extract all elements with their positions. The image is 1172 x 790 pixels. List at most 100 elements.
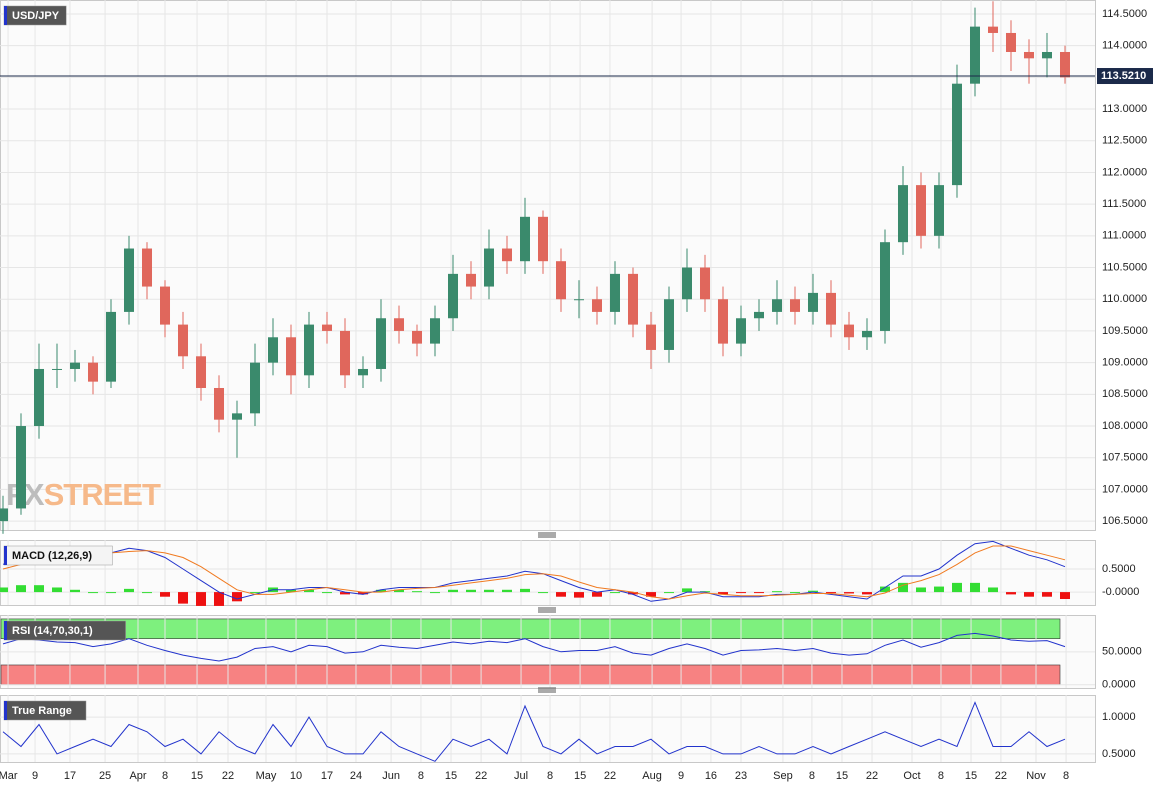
histogram-bar (1023, 592, 1034, 597)
candle-body (609, 273, 620, 312)
histogram-bar (717, 592, 728, 595)
histogram-bar (88, 592, 99, 594)
histogram-bar (214, 592, 225, 606)
histogram-bar (466, 589, 477, 593)
watermark: FXSTREET (6, 477, 161, 512)
candle-body (663, 299, 674, 350)
histogram-bar (0, 587, 9, 593)
y-tick-label: 107.0000 (1102, 483, 1148, 495)
histogram-bar (735, 592, 746, 594)
band (0, 664, 1061, 686)
histogram-bar (160, 592, 171, 597)
histogram-bar (663, 592, 674, 594)
title-marker (4, 546, 7, 565)
x-tick-label: 15 (574, 770, 586, 782)
x-tick-label: 15 (836, 770, 848, 782)
x-tick-label: 8 (162, 770, 168, 782)
histogram-bar (52, 587, 63, 593)
candle-body (124, 248, 135, 312)
x-tick-label: 22 (604, 770, 616, 782)
candle-body (1023, 51, 1034, 59)
histogram-bar (753, 592, 764, 594)
x-tick-label: 16 (705, 770, 717, 782)
candle-body (897, 185, 908, 243)
candle-body (735, 318, 746, 344)
y-tick-label: 108.5000 (1102, 388, 1148, 400)
x-tick-label: Jun (382, 770, 400, 782)
panel (0, 695, 1096, 763)
candle-body (322, 324, 333, 331)
candle-body (555, 261, 566, 300)
x-tick-label: 8 (418, 770, 424, 782)
band (0, 618, 1061, 639)
candle-body (214, 387, 225, 420)
candle-body (16, 426, 27, 509)
x-tick-label: 10 (290, 770, 302, 782)
x-tick-label: 8 (809, 770, 815, 782)
candle-body (160, 286, 171, 325)
x-tick-label: 22 (475, 770, 487, 782)
candle-body (466, 273, 477, 287)
y-tick-label: 0.5000 (1102, 748, 1136, 760)
candle-body (484, 248, 495, 287)
candle-body (789, 299, 800, 312)
candle-body (627, 273, 638, 325)
candle-body (879, 242, 890, 331)
x-tick-label: 8 (938, 770, 944, 782)
histogram-bar (771, 591, 782, 593)
y-tick-label: -0.0000 (1102, 586, 1139, 598)
histogram-bar (843, 592, 854, 594)
candle-body (771, 299, 782, 312)
x-tick-label: 25 (99, 770, 111, 782)
histogram-bar (484, 589, 495, 593)
candle-body (717, 299, 728, 344)
candle-body (807, 292, 818, 312)
candle-body (70, 362, 81, 369)
panel (0, 0, 1096, 531)
histogram-bar (573, 592, 584, 598)
y-tick-label: 50.0000 (1102, 646, 1142, 658)
x-tick-label: 15 (965, 770, 977, 782)
x-tick-label: Oct (903, 770, 920, 782)
candle-body (1059, 51, 1070, 78)
panel-title: RSI (14,70,30,1) (12, 625, 93, 637)
histogram-bar (358, 592, 369, 595)
candle-body (645, 324, 656, 350)
candle-body (88, 362, 99, 382)
candle-body (987, 26, 998, 33)
candle-body (340, 330, 351, 376)
candle-body (412, 330, 423, 344)
y-tick-label: 114.0000 (1102, 40, 1147, 52)
candle-body (304, 324, 315, 376)
x-tick-label: 24 (350, 770, 362, 782)
histogram-bar (520, 588, 531, 593)
histogram-bar (1059, 592, 1070, 600)
histogram-bar (609, 592, 620, 594)
histogram-bar (430, 592, 441, 594)
histogram-bar (789, 592, 800, 594)
candle-body (196, 356, 207, 388)
histogram-bar (448, 589, 459, 593)
series-line (2, 632, 1066, 662)
candle-body (861, 330, 872, 338)
candle-body (1041, 51, 1052, 59)
histogram-bar (322, 592, 333, 594)
histogram-bar (915, 587, 926, 593)
y-tick-label: 0.0000 (1102, 679, 1136, 691)
last-price-label: 113.5210 (1101, 70, 1146, 82)
histogram-bar (825, 592, 836, 594)
candle-body (681, 267, 692, 300)
y-tick-label: 114.5000 (1102, 8, 1147, 20)
histogram-bar (196, 592, 207, 606)
candle-body (394, 318, 405, 331)
candle-body (358, 368, 369, 376)
candle-body (753, 311, 764, 319)
candle-body (933, 185, 944, 236)
histogram-bar (627, 592, 638, 595)
title-marker (4, 6, 7, 25)
y-tick-label: 1.0000 (1102, 711, 1136, 723)
x-tick-label: 17 (321, 770, 333, 782)
histogram-bar (591, 592, 602, 597)
histogram-bar (142, 592, 153, 594)
